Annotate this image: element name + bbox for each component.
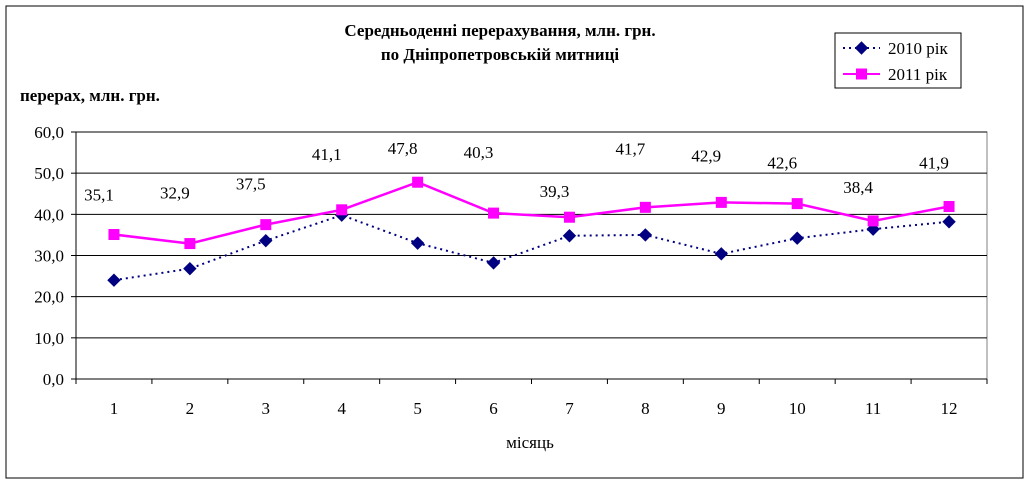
- y-axis-label: перерах, млн. грн.: [20, 86, 160, 105]
- data-labels: 35,1 32,9 37,5 41,1 47,8 40,3 39,3 41,7 42,9 42,6…: [84, 139, 949, 204]
- x-tick-label: 3: [262, 399, 271, 418]
- data-point-2: [563, 211, 575, 223]
- data-point-1: [410, 236, 425, 250]
- data-point-2: [639, 201, 651, 213]
- gridlines: [75, 131, 988, 380]
- data-label: 32,9: [160, 184, 190, 203]
- legend-label: 2010 рік: [888, 39, 948, 58]
- data-point-2: [715, 196, 727, 208]
- series-line-2: [113, 180, 950, 245]
- data-label: 47,8: [388, 139, 418, 158]
- data-label: 41,1: [312, 145, 342, 164]
- y-tick-label: 30,0: [34, 247, 64, 266]
- x-tick-label: 7: [565, 399, 574, 418]
- y-tick-label: 40,0: [34, 205, 64, 224]
- y-tick-label: 0,0: [43, 370, 64, 389]
- data-label: 41,9: [919, 154, 949, 173]
- data-label: 37,5: [236, 175, 266, 194]
- y-tick-label: 20,0: [34, 288, 64, 307]
- chart-subtitle: по Дніпропетровській митниці: [381, 45, 620, 64]
- x-tick-label: 5: [413, 399, 422, 418]
- data-point-2: [108, 229, 120, 241]
- data-point-1: [259, 233, 273, 248]
- series-line-1: [113, 214, 950, 282]
- data-label: 39,3: [540, 182, 570, 201]
- data-point-1: [942, 215, 956, 229]
- data-point-2: [260, 219, 272, 231]
- data-label: 35,1: [84, 186, 114, 205]
- x-tick-label: 1: [110, 399, 119, 418]
- data-label: 38,4: [843, 178, 873, 197]
- data-label: 40,3: [464, 143, 494, 162]
- data-point-2: [943, 201, 955, 213]
- data-point-1: [183, 261, 197, 276]
- legend-swatch-marker: [856, 68, 867, 80]
- y-tick-labels: 0,0 10,0 20,0 30,0 40,0 50,0 60,0: [34, 123, 64, 389]
- x-tick-label: 11: [865, 399, 881, 418]
- data-point-1: [107, 273, 121, 287]
- data-point-2: [791, 198, 803, 210]
- data-point-2: [867, 215, 879, 227]
- x-tick-label: 6: [489, 399, 498, 418]
- x-tick-label: 9: [717, 399, 726, 418]
- x-tick-label: 4: [337, 399, 346, 418]
- data-label: 42,6: [767, 154, 797, 173]
- legend: 2010 рік 2011 рік: [834, 32, 962, 89]
- data-label: 42,9: [691, 146, 721, 165]
- x-axis-label: місяць: [506, 433, 554, 452]
- y-tick-label: 60,0: [34, 123, 64, 142]
- x-tick-label: 8: [641, 399, 650, 418]
- data-point-2: [336, 204, 348, 216]
- data-point-2: [184, 238, 196, 250]
- x-tick-label: 2: [186, 399, 195, 418]
- data-point-2: [412, 176, 424, 188]
- y-tick-label: 10,0: [34, 329, 64, 348]
- x-tick-label: 12: [941, 399, 958, 418]
- x-tick-label: 10: [789, 399, 806, 418]
- data-label: 41,7: [616, 139, 646, 158]
- data-point-1: [790, 231, 804, 245]
- data-point-1: [714, 247, 728, 261]
- x-tick-labels: 1 2 3 4 5 6 7 8 9 10 11 12: [110, 399, 958, 418]
- axes: [71, 131, 988, 384]
- data-point-2: [488, 207, 500, 219]
- data-point-1: [486, 256, 501, 270]
- legend-label: 2011 рік: [888, 65, 948, 84]
- y-tick-label: 50,0: [34, 164, 64, 183]
- series: [107, 176, 956, 287]
- chart-title: Середньоденні перерахування, млн. грн.: [344, 21, 655, 40]
- data-point-1: [638, 228, 653, 242]
- data-point-1: [562, 229, 577, 243]
- legend-swatch-marker: [854, 41, 869, 55]
